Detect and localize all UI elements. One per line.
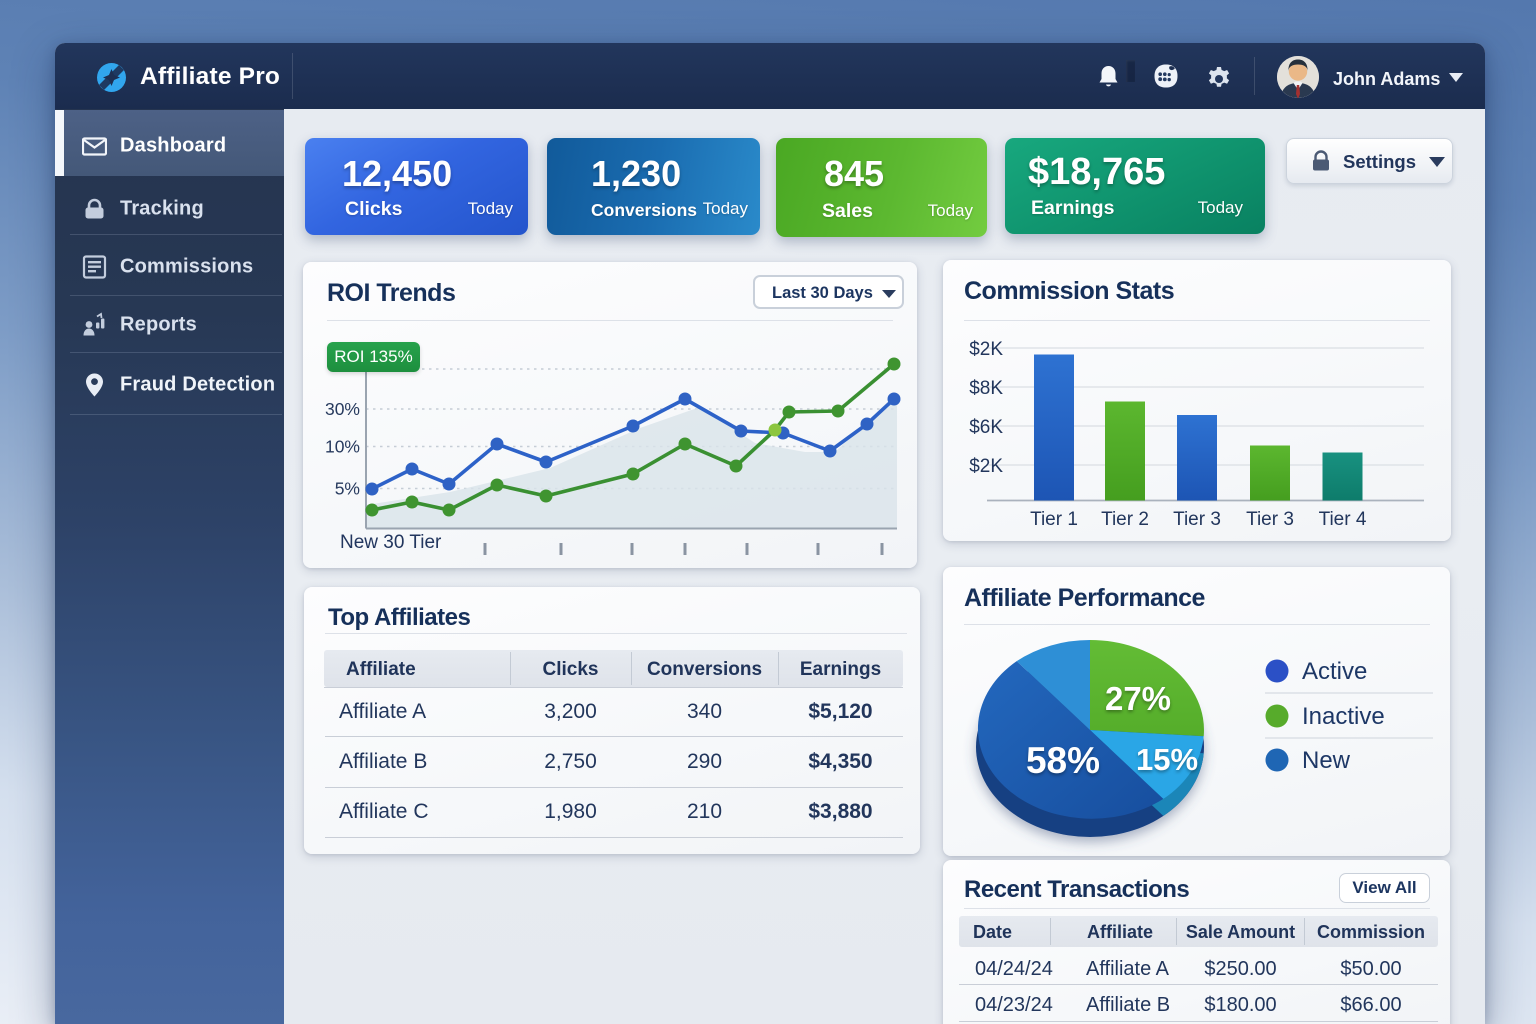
svg-text:Tier 1: Tier 1 (1030, 509, 1078, 530)
svg-text:10%: 10% (325, 437, 360, 457)
svg-text:$2K: $2K (969, 456, 1003, 477)
svg-text:Tier 3: Tier 3 (1173, 509, 1221, 530)
svg-text:New: New (1302, 747, 1351, 774)
svg-text:Active: Active (1302, 658, 1367, 685)
svg-text:58%: 58% (1026, 740, 1100, 781)
svg-text:$2K: $2K (969, 339, 1003, 360)
svg-text:New 30 Tier: New 30 Tier (340, 532, 442, 553)
svg-text:27%: 27% (1105, 680, 1171, 717)
svg-text:$6K: $6K (969, 417, 1003, 438)
svg-text:$8K: $8K (969, 378, 1003, 399)
svg-text:30%: 30% (325, 399, 360, 419)
svg-text:Inactive: Inactive (1302, 703, 1385, 730)
svg-text:5%: 5% (335, 479, 360, 499)
svg-text:Tier 4: Tier 4 (1319, 509, 1367, 530)
svg-text:Tier 3: Tier 3 (1246, 509, 1294, 530)
svg-text:Tier 2: Tier 2 (1101, 509, 1149, 530)
svg-text:15%: 15% (1136, 742, 1198, 777)
